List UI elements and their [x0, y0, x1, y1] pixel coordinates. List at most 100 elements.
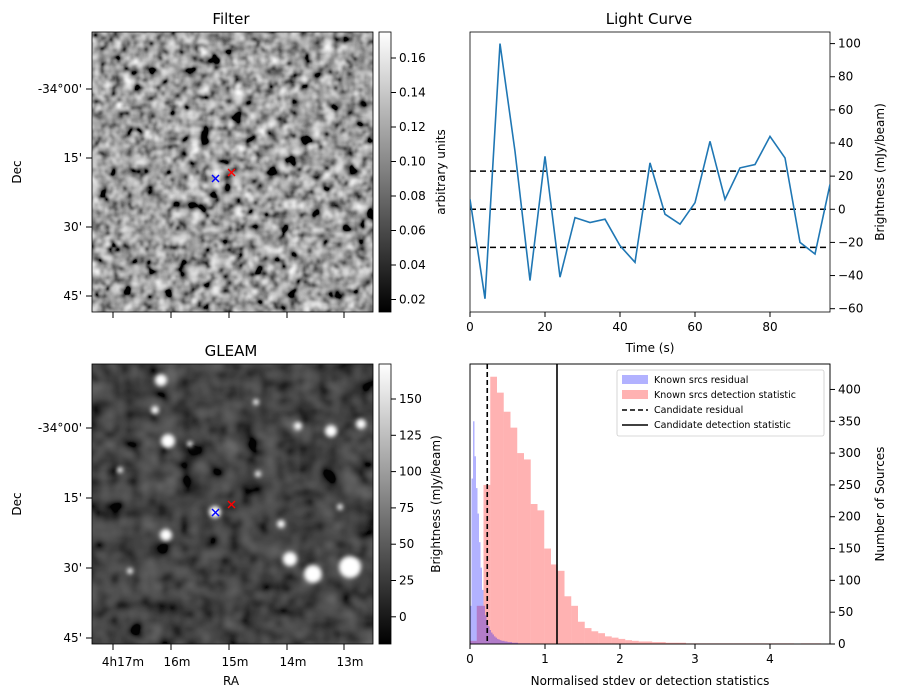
filter-ra-ticks [112, 312, 345, 318]
histogram-bar [530, 504, 538, 644]
histogram-bar [513, 642, 515, 644]
histogram-bar [473, 421, 475, 644]
gleam-ra-axis: 4h17m 16m 15m 14m 13m RA [102, 644, 363, 688]
colorbar-tick-label: 100 [399, 465, 422, 479]
histogram-bar [476, 605, 484, 644]
legend-swatch-residual [622, 375, 648, 384]
gleam-source [151, 406, 159, 414]
colorbar-tick-label: 0.10 [399, 155, 426, 169]
histogram-chart: 0 1 2 3 4 0 50 100 150 200 250 300 350 400 Normalised… [466, 363, 887, 688]
histogram-bar [512, 642, 514, 644]
histogram-bar [480, 567, 482, 644]
histogram-ytick-label: 200 [838, 510, 861, 524]
histogram-xlabel: Normalised stdev or detection statistics [531, 674, 770, 688]
legend-label: Candidate residual [654, 405, 743, 416]
histogram-bar [516, 642, 518, 644]
histogram-bar [564, 596, 572, 644]
light-curve-xlabel: Time (s) [625, 341, 675, 355]
gleam-dec-axis: -34°00' 15' 30' 45' Dec [10, 421, 92, 645]
histogram-bar [503, 640, 505, 644]
gleam-dec-tick: 45' [63, 631, 82, 645]
light-curve-xtick-label: 60 [687, 320, 702, 334]
histogram-bar [497, 638, 499, 644]
colorbar-tick-label: 50 [399, 537, 414, 551]
light-curve-chart: Light Curve 0 20 40 60 80 100 80 60 40 20 0 −20 −40 −… [466, 10, 887, 355]
light-curve-xtick-label: 80 [762, 320, 777, 334]
histogram-bar [488, 626, 490, 644]
light-curve-ytick-label: 80 [838, 70, 853, 84]
gleam-source [127, 568, 133, 574]
histogram-bar [483, 605, 485, 644]
histogram-bar [494, 636, 496, 644]
gleam-source [356, 419, 366, 429]
gleam-source [253, 399, 259, 405]
histogram-bar [506, 641, 508, 644]
light-curve-ytick-label: −20 [838, 235, 863, 249]
histogram-bar [503, 411, 511, 644]
filter-red-marker [227, 168, 236, 177]
filter-colorbar: 0.16 0.14 0.12 0.10 0.08 0.06 0.04 0.02 arbitra… [378, 31, 448, 313]
histogram-bar [611, 637, 619, 644]
histogram-bar [632, 640, 639, 644]
filter-dec-axis: -34°00' 15' 30' 45' Dec [10, 82, 92, 303]
light-curve-ytick-label: −40 [838, 269, 863, 283]
histogram-ytick-label: 50 [838, 605, 853, 619]
histogram-bar [509, 642, 511, 644]
colorbar-tick-label: 0.08 [399, 189, 426, 203]
light-curve-xtick-label: 20 [537, 320, 552, 334]
filter-ylabel: Dec [10, 160, 24, 183]
gleam-panel: GLEAM -34°00' 15' 30' 45' Dec [10, 342, 443, 688]
light-curve-ytick-label: 20 [838, 169, 853, 183]
histogram-bar [476, 488, 478, 644]
histogram-ylabel: Number of Sources [873, 447, 887, 562]
histogram-bar [500, 640, 502, 644]
gleam-source [160, 529, 172, 541]
filter-dec-tick: -34°00' [38, 82, 82, 96]
legend-label: Known srcs residual [654, 375, 748, 386]
gleam-source [283, 552, 297, 566]
histogram-bar [524, 459, 531, 644]
histogram-bar [482, 589, 484, 644]
colorbar-tick-label: 150 [399, 392, 422, 406]
gleam-dec-tick: 15' [63, 491, 82, 505]
gleam-source [339, 556, 361, 578]
gleam-source [337, 504, 343, 510]
histogram-bar [544, 548, 551, 644]
histogram-xtick-label: 0 [466, 652, 474, 666]
colorbar-tick-label: 25 [399, 574, 414, 588]
histogram-bar [497, 392, 504, 644]
histogram-bar [625, 640, 632, 644]
filter-panel: Filter -34°00' 15' 30' 45' Dec [10, 10, 448, 318]
histogram-bar [665, 642, 673, 644]
histogram-bar [510, 427, 518, 644]
gleam-red-marker [227, 500, 236, 509]
gleam-dec-tick: -34°00' [38, 421, 82, 435]
gleam-source [161, 434, 175, 448]
light-curve-ylabel: Brightness (mJy/beam) [873, 103, 887, 241]
light-curve-xtick-label: 40 [612, 320, 627, 334]
histogram-xtick-label: 2 [616, 652, 624, 666]
filter-dec-tick: 30' [63, 220, 82, 234]
light-curve-ytick-label: 100 [838, 37, 861, 51]
histogram-bar [471, 478, 473, 644]
filter-colorbar-label: arbitrary units [434, 129, 448, 215]
gleam-source [255, 471, 261, 477]
histogram-ytick-label: 250 [838, 478, 861, 492]
histogram-bar [491, 632, 493, 644]
legend-swatch-detection [622, 390, 648, 399]
colorbar-tick-label: 0.16 [399, 51, 426, 65]
colorbar-tick-label: 0.04 [399, 258, 426, 272]
filter-title: Filter [212, 10, 250, 28]
histogram-bar [489, 630, 491, 644]
histogram-legend: Known srcs residual Known srcs detection… [616, 369, 825, 437]
histogram-bar [618, 638, 626, 644]
gleam-source [325, 425, 337, 437]
gleam-source [187, 441, 193, 447]
gleam-ylabel: Dec [10, 492, 24, 515]
gleam-ra-tick: 15m [222, 655, 249, 669]
histogram-ytick-label: 100 [838, 573, 861, 587]
gleam-image [92, 364, 373, 644]
gleam-dec-tick: 30' [63, 561, 82, 575]
histogram-bar [510, 642, 512, 644]
histogram-bar [507, 642, 509, 644]
